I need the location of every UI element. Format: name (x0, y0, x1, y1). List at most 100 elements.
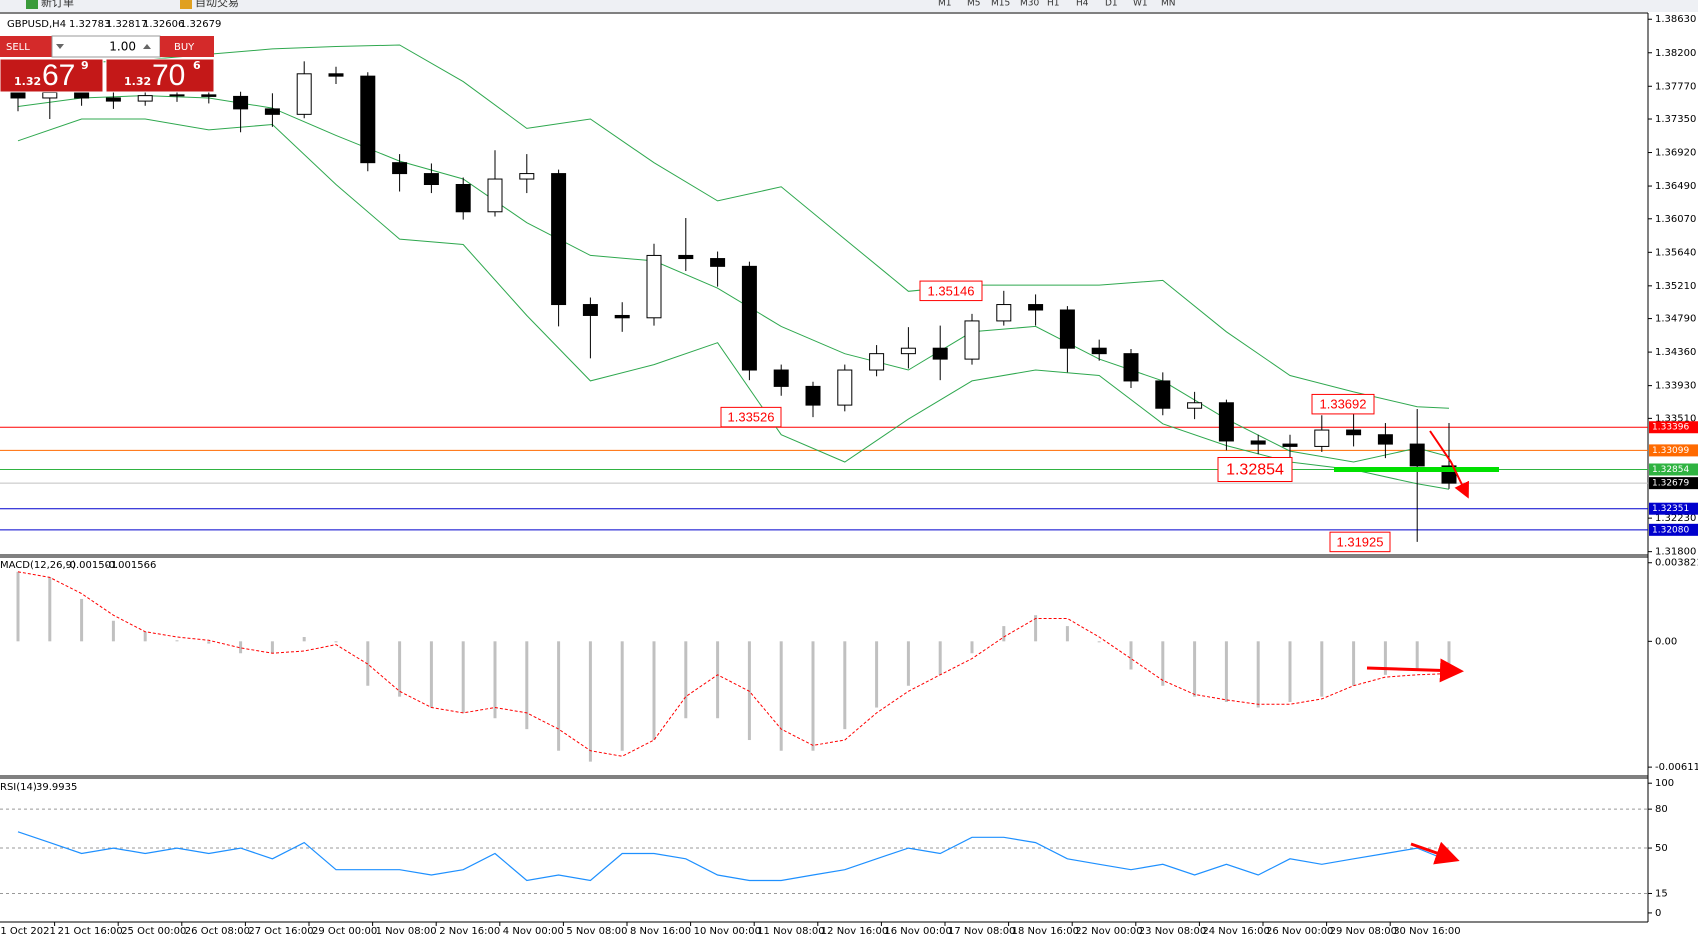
price-level-tag (1649, 523, 1698, 536)
spin-up[interactable] (143, 44, 151, 49)
candle-body (10, 91, 26, 99)
macd-bar (1129, 641, 1133, 670)
macd-bar (207, 641, 211, 644)
x-tick-label: 23 Nov 08:00 (1139, 926, 1206, 937)
candle-body (900, 347, 916, 355)
y-tick-label: 100 (1655, 778, 1674, 789)
lot-value[interactable]: 1.00 (109, 40, 136, 54)
x-tick-label: 27 Oct 16:00 (248, 926, 313, 937)
timeframe-button[interactable]: H1 (1047, 0, 1060, 9)
x-tick-label: 24 Nov 16:00 (1202, 926, 1269, 937)
macd-signal (17, 571, 1450, 757)
macd-bar (334, 641, 338, 643)
candle-body (137, 95, 153, 102)
toolbar-button[interactable]: 新订单 (41, 0, 74, 9)
macd-bar (80, 598, 84, 642)
candle-body (1250, 440, 1266, 445)
drawings: 1.35146 1.33526 1.32854 1.33692 1.31925 (720, 280, 1499, 865)
price-level-tag (1649, 463, 1698, 476)
timeframe-button[interactable]: M30 (1020, 0, 1039, 9)
candle-body (455, 183, 471, 213)
timeframe-button[interactable]: M15 (991, 0, 1010, 9)
buy-button[interactable] (160, 36, 214, 57)
y-tick-label: 1.31800 (1655, 547, 1696, 558)
candle-body (551, 173, 567, 306)
price-annotation: 1.33692 (1320, 397, 1367, 412)
lot-field[interactable] (51, 35, 161, 58)
candle-body (805, 385, 821, 406)
y-tick-label: 1.37770 (1655, 81, 1696, 92)
macd-bar (779, 641, 783, 751)
timeframe-button[interactable]: MN (1161, 0, 1176, 9)
y-tick-label: 1.36920 (1655, 148, 1696, 159)
price-annotation-box (1217, 456, 1293, 482)
macd-bar (111, 620, 115, 642)
sell-label[interactable]: SELL (6, 42, 30, 53)
y-tick-label: 1.34360 (1655, 347, 1696, 358)
macd-bar (970, 641, 974, 654)
candle-body (964, 320, 980, 360)
toolbar-button[interactable]: 自动交易 (195, 0, 239, 9)
macd-bar (652, 641, 656, 741)
x-tick-label: 11 Nov 08:00 (757, 926, 824, 937)
candle-body (1028, 304, 1044, 311)
x-tick-label: 17 Nov 08:00 (948, 926, 1015, 937)
timeframe-button[interactable]: M1 (938, 0, 952, 9)
sell-price-box[interactable] (0, 58, 104, 93)
macd-bar (1415, 641, 1419, 670)
x-tick-label: 5 Nov 08:00 (566, 926, 627, 937)
buy-big-figure: 1.32 (124, 75, 151, 88)
x-tick-label: 16 Nov 00:00 (884, 926, 951, 937)
quote-open: 1.32783 (69, 19, 110, 30)
candle-body (1155, 380, 1171, 409)
price-level-tag (1649, 502, 1698, 515)
macd-bar (684, 641, 688, 719)
price-annotation-box (1311, 393, 1375, 415)
trend-arrow (1366, 658, 1464, 683)
icon (180, 0, 192, 9)
one-click-trading: SELL 1.00 BUY 1.32 67 9 1.32 70 6 (0, 35, 215, 93)
price-annotation: 1.31925 (1337, 534, 1384, 549)
candle-body (233, 95, 249, 110)
buy-label[interactable]: BUY (174, 42, 195, 53)
timeframe-button[interactable]: H4 (1076, 0, 1089, 9)
spin-down[interactable] (56, 44, 64, 49)
timeframe-button[interactable]: M5 (967, 0, 981, 9)
candle-body (74, 92, 90, 99)
candle-body (996, 304, 1012, 322)
timeframe-button[interactable]: D1 (1105, 0, 1118, 9)
macd-bar (1193, 641, 1197, 697)
quote-low: 1.32606 (143, 19, 184, 30)
candle-body (392, 162, 408, 175)
macd-bar (1288, 641, 1292, 702)
candle-body (1091, 347, 1107, 355)
candle-body (360, 75, 376, 164)
x-tick-label: 12 Nov 16:00 (821, 926, 888, 937)
macd-bar (1065, 626, 1069, 642)
y-tick-label: 1.38200 (1655, 48, 1696, 59)
x-tick-label: 30 Nov 16:00 (1393, 926, 1460, 937)
indicator-title: RSI(14) (0, 782, 37, 793)
candle-body (328, 73, 344, 77)
macd-bar (493, 641, 497, 719)
y-tick-label: 1.33930 (1655, 381, 1696, 392)
price-level-label: 1.33099 (1652, 446, 1689, 456)
trend-arrow (1410, 841, 1460, 865)
timeframe-button[interactable]: W1 (1133, 0, 1148, 9)
sell-button[interactable] (0, 36, 52, 57)
price-level-tag (1649, 421, 1698, 434)
macd-bar (1383, 641, 1387, 675)
macd-bar (48, 577, 52, 642)
y-tick-label: 0 (1655, 908, 1661, 919)
indicator-value: -0.001501 (66, 560, 117, 571)
buy-pips: 70 (152, 59, 185, 92)
bollinger-lower (17, 118, 1450, 490)
x-tick-label: 26 Nov 00:00 (1266, 926, 1333, 937)
macd-bar (875, 641, 879, 708)
macd-bar (843, 641, 847, 730)
chart-header: GBPUSD,H4 1.32783 1.32817 1.32606 1.3267… (0, 19, 221, 793)
macd-bar (1161, 641, 1165, 686)
buy-price-box[interactable] (105, 58, 215, 93)
candle-body (1123, 353, 1139, 382)
